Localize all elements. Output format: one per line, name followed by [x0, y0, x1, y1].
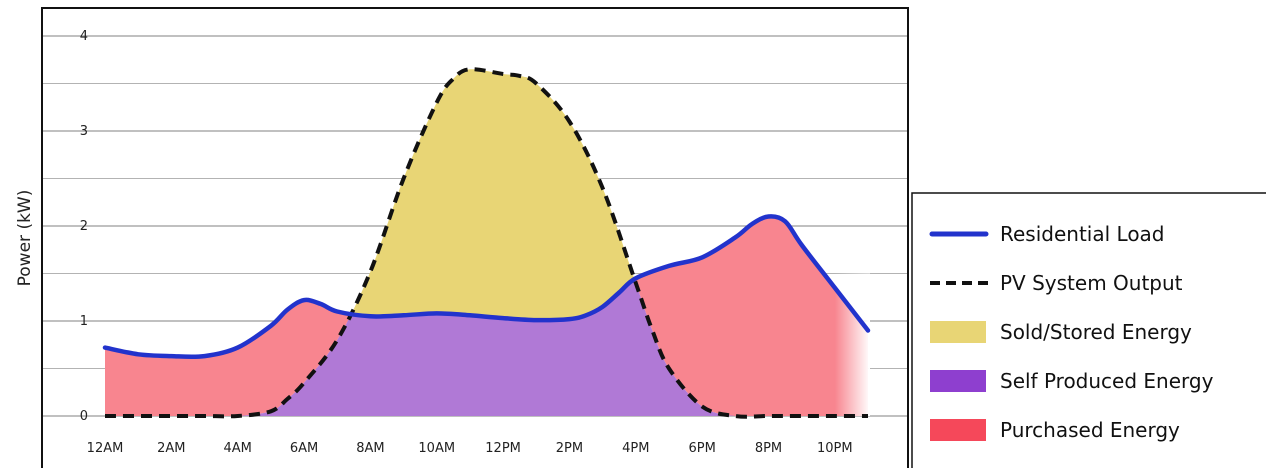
x-tick-label: 8PM: [755, 441, 782, 456]
y-tick-label: 3: [80, 124, 88, 139]
y-axis-label: Power (kW): [15, 190, 35, 287]
residential-load-line: [102, 214, 871, 360]
legend-swatch: [930, 321, 986, 343]
y-tick-label: 2: [80, 219, 88, 234]
x-tick-label: 2AM: [157, 441, 185, 456]
x-tick-label: 6AM: [290, 441, 318, 456]
legend-label: Sold/Stored Energy: [1000, 320, 1192, 344]
y-tick-label: 0: [80, 409, 88, 424]
x-tick-label: 8AM: [356, 441, 384, 456]
legend-swatch: [930, 370, 986, 392]
legend-item: Sold/Stored Energy: [930, 320, 1192, 344]
legend-label: Residential Load: [1000, 222, 1165, 246]
legend: Residential Load PV System Output Sold/Sto…: [911, 192, 1266, 468]
plot-frame: [41, 7, 909, 468]
x-tick-label: 10AM: [418, 441, 455, 456]
legend-item: Purchased Energy: [930, 418, 1180, 442]
x-tick-label: 2PM: [556, 441, 583, 456]
y-tick-label: 4: [80, 29, 88, 44]
x-tick-label: 6PM: [688, 441, 715, 456]
x-tick-labels: 12AM 2AM 4AM 6AM 8AM 10AM 12PM 2PM 4PM 6PM 8PM 10PM: [87, 441, 853, 456]
legend-label: Purchased Energy: [1000, 418, 1180, 442]
legend-label: PV System Output: [1000, 271, 1183, 295]
legend-label: Self Produced Energy: [1000, 369, 1214, 393]
legend-item: Residential Load: [929, 222, 1165, 246]
x-tick-label: 12PM: [485, 441, 521, 456]
x-tick-label: 4PM: [622, 441, 649, 456]
x-tick-label: 10PM: [817, 441, 853, 456]
legend-item: PV System Output: [930, 271, 1183, 295]
legend-swatch: [930, 419, 986, 441]
y-tick-label: 1: [80, 314, 88, 329]
x-tick-label: 12AM: [87, 441, 124, 456]
x-tick-label: 4AM: [224, 441, 252, 456]
purchased-energy-area: [105, 216, 868, 416]
pv-output-line: [104, 67, 868, 419]
legend-item: Self Produced Energy: [930, 369, 1214, 393]
plot-area: [42, 35, 908, 419]
y-tick-labels: 0 1 2 3 4: [80, 29, 88, 424]
